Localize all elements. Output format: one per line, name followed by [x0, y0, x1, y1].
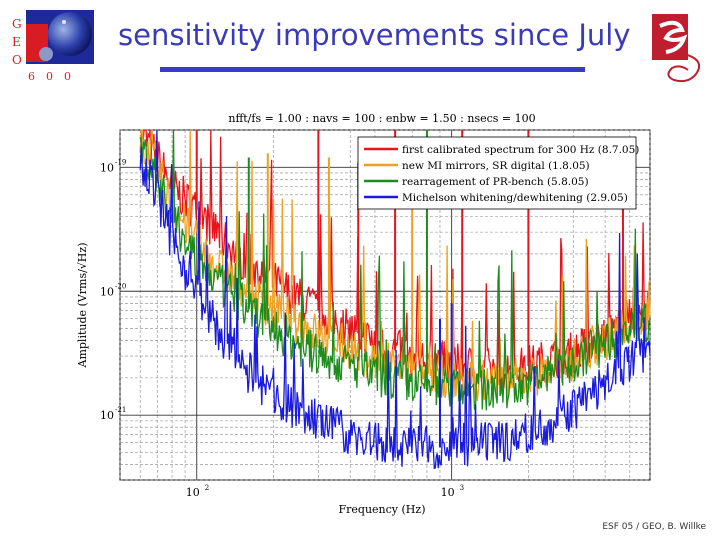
x-tick-label: 10 [441, 486, 455, 499]
logo-letter: G [12, 17, 22, 31]
logo-letter: 6 [28, 70, 35, 83]
legend: first calibrated spectrum for 300 Hz (8.… [357, 136, 639, 210]
slide-title: sensitivity improvements since July [118, 18, 631, 52]
y-tick-label: 10 [100, 161, 114, 174]
logo-letter: 0 [64, 70, 71, 83]
x-axis-label: Frequency (Hz) [339, 503, 426, 516]
logo-letter: E [12, 35, 21, 49]
chart-title: nfft/fs = 1.00 : navs = 100 : enbw = 1.5… [228, 112, 535, 125]
title-underline [160, 67, 585, 72]
geo600-logo: G E O 6 0 0 [12, 10, 94, 83]
x-tick-exponent: 3 [460, 484, 464, 492]
y-tick-label: 10 [100, 409, 114, 422]
institute-logo [652, 14, 700, 83]
y-tick-exponent: -20 [115, 282, 126, 290]
legend-box [357, 136, 637, 210]
x-tick-exponent: 2 [205, 484, 209, 492]
series-line [139, 129, 651, 470]
x-tick-label: 10 [186, 486, 200, 499]
legend-label: rearragement of PR-bench (5.8.05) [402, 176, 589, 188]
logo-letter: O [12, 53, 22, 67]
y-tick-exponent: -21 [115, 406, 126, 414]
legend-label: first calibrated spectrum for 300 Hz (8.… [402, 144, 639, 156]
footer-credit: ESF 05 / GEO, B. Willke [602, 522, 706, 532]
y-tick-exponent: -19 [115, 158, 126, 166]
legend-label: Michelson whitening/dewhitening (2.9.05) [402, 192, 628, 204]
legend-label: new MI mirrors, SR digital (1.8.05) [402, 160, 590, 172]
y-tick-label: 10 [100, 285, 114, 298]
y-axis-label: Amplitude (Vrms/√Hz) [76, 243, 89, 369]
logo-letter: 0 [46, 70, 53, 83]
